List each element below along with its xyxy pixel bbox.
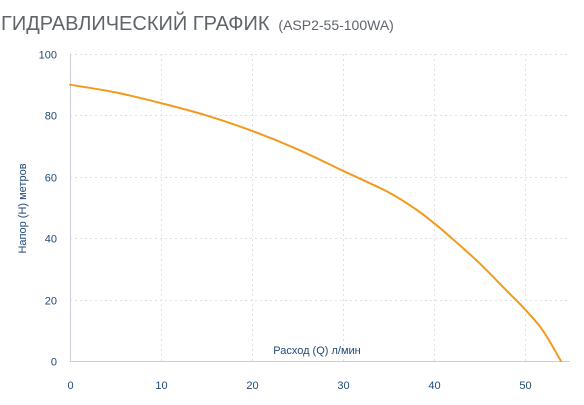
y-axis-title: Напор (H) метров	[17, 163, 29, 253]
chart-title-main: ГИДРАВЛИЧЕСКИЙ ГРАФИК	[1, 13, 270, 35]
x-tick-label: 10	[155, 380, 167, 392]
y-tick-label: 60	[45, 173, 57, 185]
x-tick-label: 30	[337, 380, 349, 392]
x-tick-label: 0	[67, 380, 73, 392]
axes	[70, 54, 570, 362]
y-tick-label: 0	[51, 357, 57, 369]
x-tick-label: 40	[428, 380, 440, 392]
x-tick-label: 20	[246, 380, 258, 392]
performance-curve	[69, 83, 562, 362]
series	[69, 83, 562, 362]
y-tick-label: 80	[45, 111, 57, 123]
chart-title-model: (ASP2-55-100WA)	[278, 17, 394, 33]
tick-labels: 0 20 40 60 80 100 0 10 20 30 40 50	[39, 50, 532, 393]
y-tick-label: 40	[45, 234, 57, 246]
y-tick-label: 20	[45, 296, 57, 308]
y-tick-label: 100	[39, 50, 57, 62]
chart-title: ГИДРАВЛИЧЕСКИЙ ГРАФИК (ASP2-55-100WA)	[1, 3, 394, 35]
x-axis-title: Расход (Q) л/мин	[273, 345, 361, 357]
x-tick-label: 50	[519, 380, 531, 392]
